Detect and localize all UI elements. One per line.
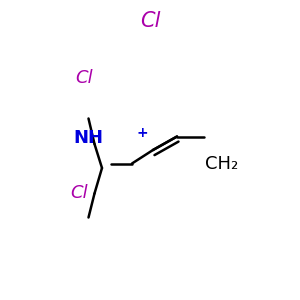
Text: +: + — [136, 126, 148, 140]
Text: Cl: Cl — [140, 11, 160, 31]
Text: Cl: Cl — [75, 69, 93, 87]
Text: Cl: Cl — [71, 184, 88, 202]
Text: CH₂: CH₂ — [205, 155, 238, 173]
Text: NH: NH — [74, 129, 104, 147]
